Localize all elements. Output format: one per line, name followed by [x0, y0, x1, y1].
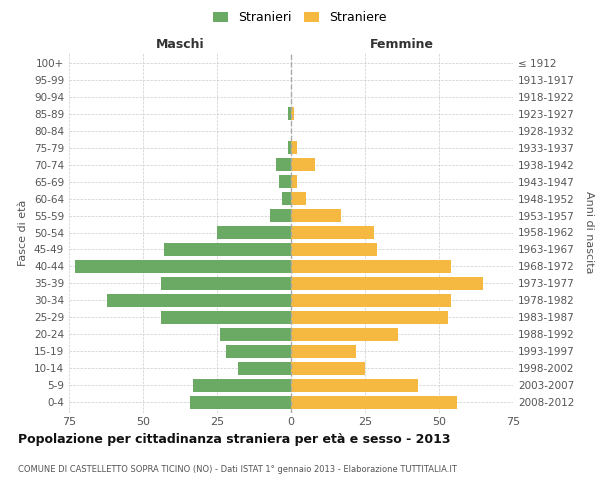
Bar	[226, 345, 291, 358]
Bar	[279, 175, 291, 188]
Text: Maschi: Maschi	[155, 38, 205, 51]
Y-axis label: Anni di nascita: Anni di nascita	[584, 191, 594, 274]
Bar	[161, 277, 291, 290]
Bar	[291, 277, 484, 290]
Bar	[291, 294, 451, 307]
Bar	[282, 192, 291, 205]
Bar	[164, 243, 291, 256]
Bar	[161, 311, 291, 324]
Bar	[270, 209, 291, 222]
Bar	[193, 379, 291, 392]
Bar	[291, 209, 341, 222]
Bar	[291, 362, 365, 374]
Bar	[220, 328, 291, 341]
Bar	[291, 158, 314, 171]
Legend: Stranieri, Straniere: Stranieri, Straniere	[208, 6, 392, 29]
Bar	[288, 108, 291, 120]
Y-axis label: Fasce di età: Fasce di età	[19, 200, 28, 266]
Bar	[291, 243, 377, 256]
Bar	[276, 158, 291, 171]
Bar	[291, 226, 374, 239]
Text: COMUNE DI CASTELLETTO SOPRA TICINO (NO) - Dati ISTAT 1° gennaio 2013 - Elaborazi: COMUNE DI CASTELLETTO SOPRA TICINO (NO) …	[18, 466, 457, 474]
Bar	[217, 226, 291, 239]
Bar	[288, 141, 291, 154]
Bar	[291, 141, 297, 154]
Bar	[291, 108, 294, 120]
Bar	[291, 175, 297, 188]
Bar	[291, 311, 448, 324]
Bar	[291, 345, 356, 358]
Text: Popolazione per cittadinanza straniera per età e sesso - 2013: Popolazione per cittadinanza straniera p…	[18, 432, 451, 446]
Bar	[75, 260, 291, 273]
Bar	[238, 362, 291, 374]
Bar	[291, 379, 418, 392]
Bar	[291, 260, 451, 273]
Text: Femmine: Femmine	[370, 38, 434, 51]
Bar	[291, 192, 306, 205]
Bar	[291, 328, 398, 341]
Bar	[107, 294, 291, 307]
Bar	[190, 396, 291, 408]
Bar	[291, 396, 457, 408]
